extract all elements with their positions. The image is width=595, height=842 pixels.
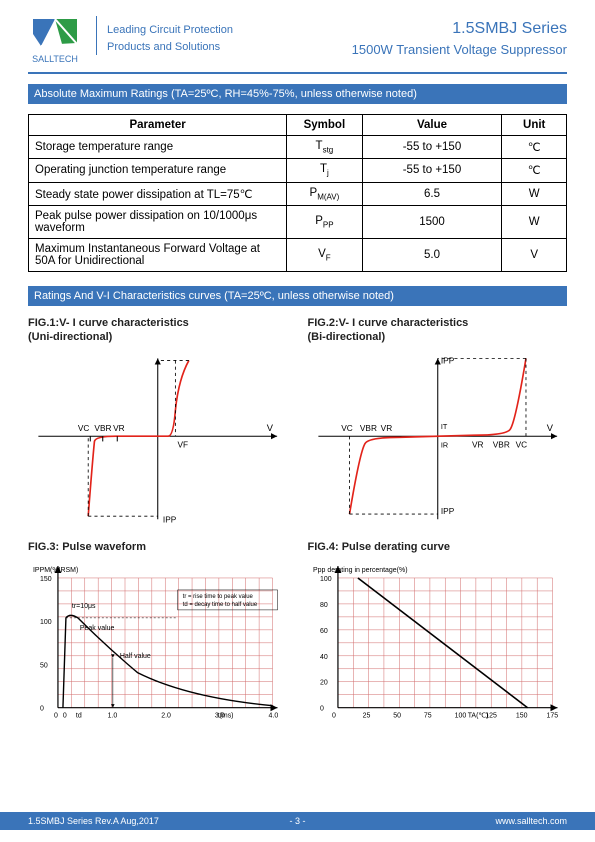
svg-text:150: 150: [40, 576, 52, 583]
svg-text:3.0: 3.0: [215, 713, 225, 720]
fig2: FIG.2:V- I curve characteristics (Bi-dir…: [308, 316, 568, 530]
svg-text:IPP: IPP: [440, 356, 454, 366]
ratings-table: Parameter Symbol Value Unit Storage temp…: [28, 114, 567, 272]
svg-text:60: 60: [319, 628, 327, 635]
svg-text:VR: VR: [113, 424, 125, 434]
header: SALLTECH Leading Circuit Protection Prod…: [28, 16, 567, 66]
series-title: 1.5SMBJ Series: [352, 20, 567, 38]
figs-row-bottom: FIG.3: Pulse waveform IPPM(%IRSM) t(ms) …: [28, 540, 567, 733]
svg-text:100: 100: [454, 713, 466, 720]
svg-text:VC: VC: [515, 440, 527, 450]
svg-text:40: 40: [319, 654, 327, 661]
svg-text:0: 0: [319, 706, 323, 713]
svg-text:75: 75: [423, 713, 431, 720]
svg-text:Half value: Half value: [120, 653, 151, 660]
table-row: Steady state power dissipation at TL=75℃…: [29, 182, 567, 205]
svg-text:150: 150: [515, 713, 527, 720]
header-rule: [28, 72, 567, 74]
table-row: Storage temperature range Tstg -55 to +1…: [29, 136, 567, 159]
logo-block: SALLTECH Leading Circuit Protection Prod…: [28, 16, 233, 66]
svg-text:VR: VR: [380, 424, 392, 434]
brand-logo: SALLTECH: [28, 16, 82, 66]
fig4-title: FIG.4: Pulse derating curve: [308, 540, 568, 554]
svg-text:25: 25: [362, 713, 370, 720]
svg-text:SALLTECH: SALLTECH: [32, 54, 78, 64]
fig3-title: FIG.3: Pulse waveform: [28, 540, 288, 554]
svg-text:50: 50: [393, 713, 401, 720]
th-value: Value: [362, 115, 502, 136]
svg-text:tr = rise time to peak value: tr = rise time to peak value: [183, 594, 254, 600]
svg-text:80: 80: [319, 602, 327, 609]
fig2-sub: (Bi-directional): [308, 331, 386, 343]
th-unit: Unit: [502, 115, 567, 136]
svg-text:V: V: [546, 424, 553, 434]
svg-text:VR: VR: [472, 440, 484, 450]
fig1-svg: VC VBR VR VF V IPP: [28, 348, 288, 524]
table-header-row: Parameter Symbol Value Unit: [29, 115, 567, 136]
svg-text:0: 0: [63, 713, 67, 720]
table-row: Operating junction temperature range Tj …: [29, 159, 567, 182]
svg-text:tr=10μs: tr=10μs: [72, 603, 96, 610]
fig4-svg: Ppp derating in percentage(%) TA(℃) 0204…: [308, 558, 568, 728]
fig4: FIG.4: Pulse derating curve Ppp derating…: [308, 540, 568, 733]
svg-text:VC: VC: [341, 424, 353, 434]
svg-text:td = decay time to half value: td = decay time to half value: [183, 602, 258, 608]
tagline-line1: Leading Circuit Protection: [107, 22, 233, 39]
table-row: Maximum Instantaneous Forward Voltage at…: [29, 238, 567, 271]
fig1: FIG.1:V- I curve characteristics (Uni-di…: [28, 316, 288, 530]
fig3-svg: IPPM(%IRSM) t(ms) tr=10μs Peak value Hal…: [28, 558, 288, 728]
svg-text:0: 0: [331, 713, 335, 720]
th-param: Parameter: [29, 115, 287, 136]
svg-text:100: 100: [40, 619, 52, 626]
svg-text:Peak value: Peak value: [80, 625, 115, 632]
svg-text:VBR: VBR: [492, 440, 509, 450]
svg-text:IPPM(%IRSM): IPPM(%IRSM): [33, 567, 78, 574]
svg-text:20: 20: [319, 680, 327, 687]
footer-center: - 3 -: [289, 816, 305, 826]
svg-text:IPP: IPP: [440, 507, 454, 517]
tagline-line2: Products and Solutions: [107, 39, 233, 56]
svg-text:VC: VC: [78, 424, 90, 434]
svg-text:VBR: VBR: [94, 424, 111, 434]
svg-text:2.0: 2.0: [161, 713, 171, 720]
fig2-title: FIG.2:V- I curve characteristics: [308, 317, 469, 329]
table-row: Peak pulse power dissipation on 10/1000μ…: [29, 205, 567, 238]
svg-text:IT: IT: [440, 422, 447, 431]
svg-text:V: V: [267, 424, 274, 434]
footer-left: 1.5SMBJ Series Rev.A Aug,2017: [28, 816, 159, 826]
footer: 1.5SMBJ Series Rev.A Aug,2017 - 3 - www.…: [0, 812, 595, 830]
fig1-title: FIG.1:V- I curve characteristics: [28, 317, 189, 329]
svg-text:0: 0: [40, 706, 44, 713]
svg-text:1.0: 1.0: [108, 713, 118, 720]
fig1-sub: (Uni-directional): [28, 331, 112, 343]
svg-text:0: 0: [54, 713, 58, 720]
svg-text:VF: VF: [177, 440, 188, 450]
svg-text:IR: IR: [440, 441, 447, 450]
svg-text:100: 100: [319, 576, 331, 583]
title-block: 1.5SMBJ Series 1500W Transient Voltage S…: [352, 16, 567, 57]
series-subtitle: 1500W Transient Voltage Suppressor: [352, 42, 567, 57]
svg-text:4.0: 4.0: [269, 713, 279, 720]
footer-right: www.salltech.com: [495, 816, 567, 826]
fig3: FIG.3: Pulse waveform IPPM(%IRSM) t(ms) …: [28, 540, 288, 733]
figs-row-top: FIG.1:V- I curve characteristics (Uni-di…: [28, 316, 567, 530]
svg-text:VBR: VBR: [359, 424, 376, 434]
svg-text:125: 125: [485, 713, 497, 720]
section-absmax: Absolute Maximum Ratings (TA=25ºC, RH=45…: [28, 84, 567, 104]
svg-text:td: td: [76, 713, 82, 720]
svg-text:IPP: IPP: [163, 515, 177, 525]
tagline: Leading Circuit Protection Products and …: [96, 16, 233, 55]
th-symbol: Symbol: [287, 115, 362, 136]
svg-text:50: 50: [40, 663, 48, 670]
fig2-svg: VC VBR VR VR VBR VC IT IR V IPP IPP: [308, 348, 568, 524]
section-curves: Ratings And V-I Characteristics curves (…: [28, 286, 567, 306]
svg-text:Ppp derating in percentage(%): Ppp derating in percentage(%): [312, 567, 407, 574]
svg-text:175: 175: [546, 713, 558, 720]
